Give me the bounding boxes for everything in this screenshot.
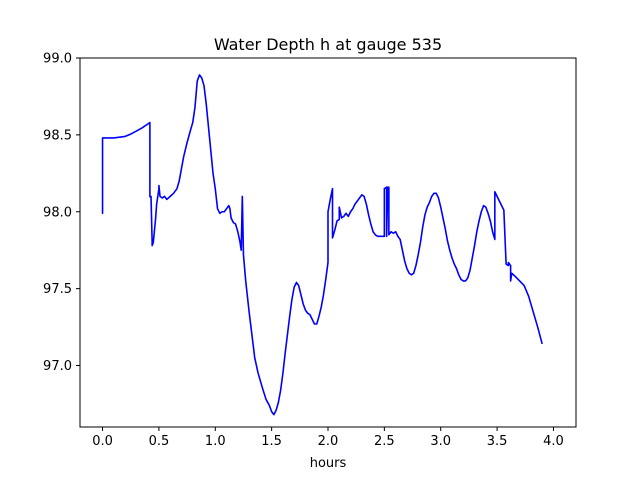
- y-tick-label: 99.0: [43, 52, 72, 67]
- x-tick-label: 3.0: [430, 434, 451, 449]
- x-tick-label: 2.0: [318, 434, 339, 449]
- x-tick-label: 4.0: [543, 434, 564, 449]
- y-tick-label: 97.0: [43, 359, 72, 374]
- x-tick-label: 0.5: [149, 434, 170, 449]
- y-tick-label: 97.5: [43, 282, 72, 297]
- x-tick-label: 3.5: [487, 434, 508, 449]
- x-tick-label: 1.0: [205, 434, 226, 449]
- x-axis-label: hours: [310, 456, 347, 471]
- x-tick-label: 2.5: [374, 434, 395, 449]
- chart-title: Water Depth h at gauge 535: [214, 35, 442, 54]
- plot-area: 0.0 0.5 1.0 1.5 2.0 2.5 3.0 3.5 4.0 97.0 97.5 98.0 9…: [43, 52, 577, 449]
- y-tick-label: 98.5: [43, 128, 72, 143]
- y-tick-label: 98.0: [43, 205, 72, 220]
- x-tick-label: 1.5: [261, 434, 282, 449]
- x-tick-label: 0.0: [92, 434, 113, 449]
- data-series-line-0: [101, 74, 543, 416]
